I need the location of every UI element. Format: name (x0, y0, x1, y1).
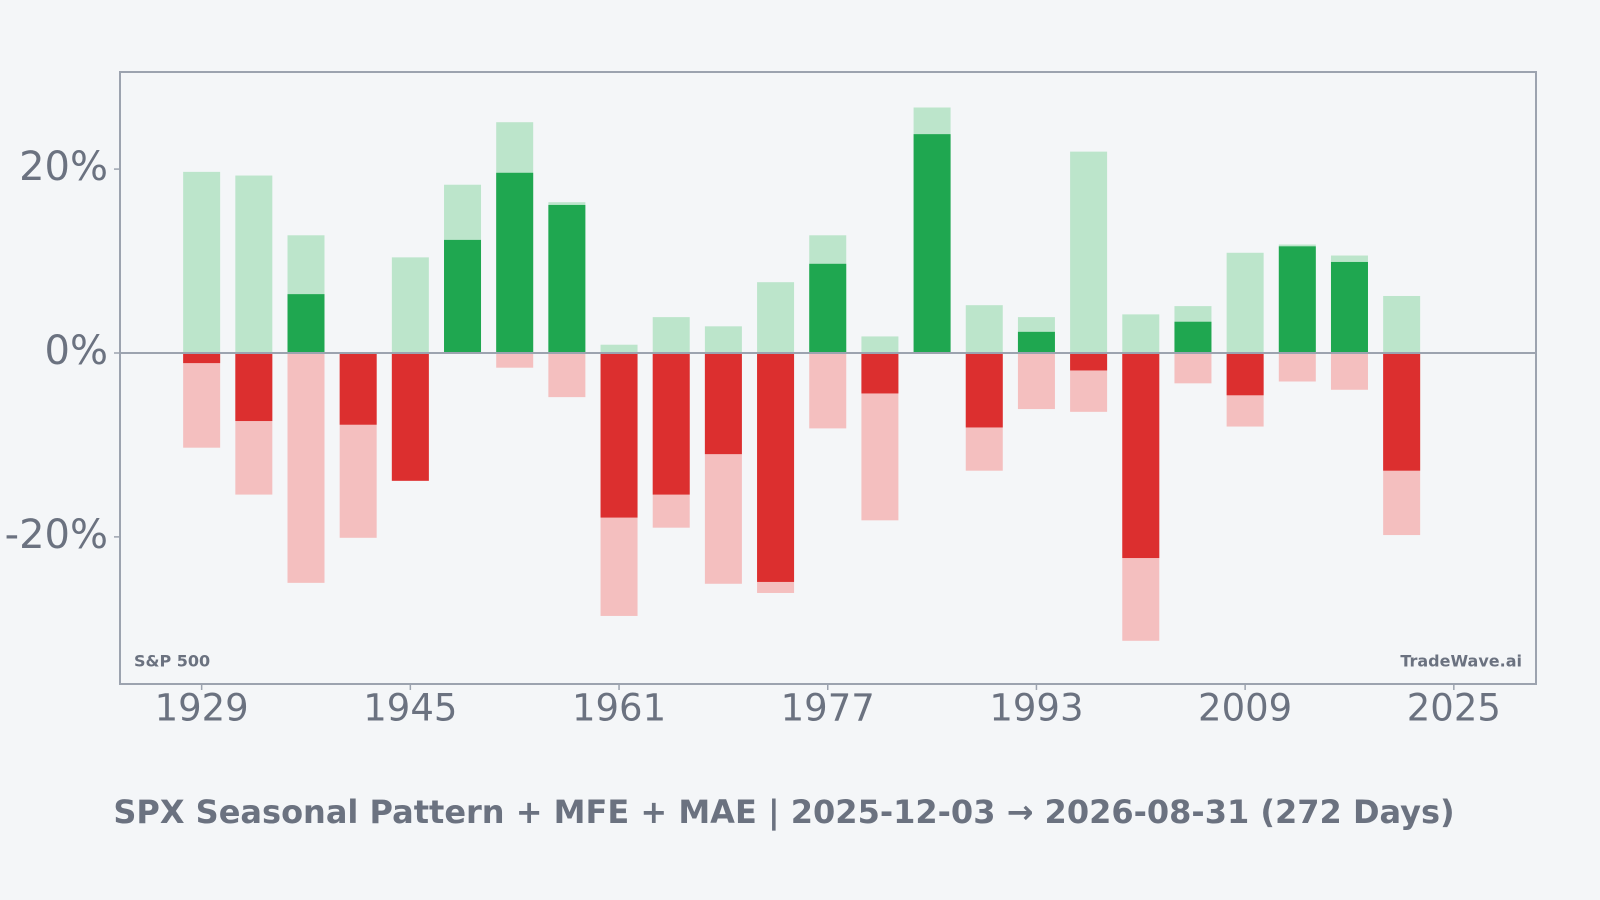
mfe-bar (391, 257, 429, 353)
return-bar (548, 204, 586, 353)
return-bar (704, 352, 742, 455)
return-bar (1122, 352, 1160, 559)
return-bar (444, 239, 482, 353)
x-tick-label: 1977 (781, 687, 875, 730)
return-bar (391, 352, 429, 481)
mae-bar (1174, 352, 1212, 384)
mfe-bar (757, 282, 795, 353)
return-bar (1226, 352, 1264, 396)
return-bar (235, 352, 273, 422)
y-tick-label: 20% (19, 144, 108, 190)
mfe-bar (1226, 252, 1264, 353)
return-bar (861, 352, 899, 394)
return-bar (183, 352, 221, 364)
mae-bar (1017, 352, 1055, 410)
y-tick-label: 0% (45, 328, 108, 374)
return-bar (339, 352, 377, 425)
return-bar (757, 352, 795, 582)
mae-bar (548, 352, 586, 398)
mae-bar (1278, 352, 1316, 382)
brand-label: TradeWave.ai (1400, 652, 1522, 671)
return-bar (1070, 352, 1108, 371)
return-bar (1330, 261, 1368, 353)
mfe-bar (704, 326, 742, 353)
mfe-bar (652, 317, 690, 353)
return-bar (287, 294, 325, 353)
return-bar (600, 352, 638, 518)
mfe-bar (1122, 314, 1160, 353)
mfe-bar (235, 175, 273, 353)
y-tick-label: -20% (5, 512, 108, 558)
source-label: S&P 500 (134, 652, 210, 671)
mfe-bar (1383, 295, 1421, 353)
return-bar (965, 352, 1003, 428)
x-tick-label: 1929 (155, 687, 249, 730)
return-bar (913, 134, 951, 353)
x-tick-label: 1993 (989, 687, 1083, 730)
mae-bar (183, 352, 221, 448)
mfe-bar (1070, 151, 1108, 353)
mfe-bar (600, 344, 638, 353)
return-bar (496, 172, 534, 353)
x-tick-label: 2009 (1198, 687, 1292, 730)
return-bar (809, 263, 847, 353)
mfe-bar (965, 305, 1003, 353)
x-tick-label: 2025 (1407, 687, 1501, 730)
mae-bar (1330, 352, 1368, 390)
chart-title: SPX Seasonal Pattern + MFE + MAE | 2025-… (113, 793, 1454, 832)
return-bar (652, 352, 690, 495)
return-bar (1174, 321, 1212, 353)
return-bar (1383, 352, 1421, 471)
mae-bar (496, 352, 534, 368)
return-bar (1278, 246, 1316, 353)
mae-bar (809, 352, 847, 429)
mfe-bar (861, 336, 899, 353)
return-bar (1017, 331, 1055, 353)
x-tick-label: 1945 (363, 687, 457, 730)
x-tick-label: 1961 (572, 687, 666, 730)
mfe-bar (183, 171, 221, 353)
mae-bar (287, 352, 325, 583)
